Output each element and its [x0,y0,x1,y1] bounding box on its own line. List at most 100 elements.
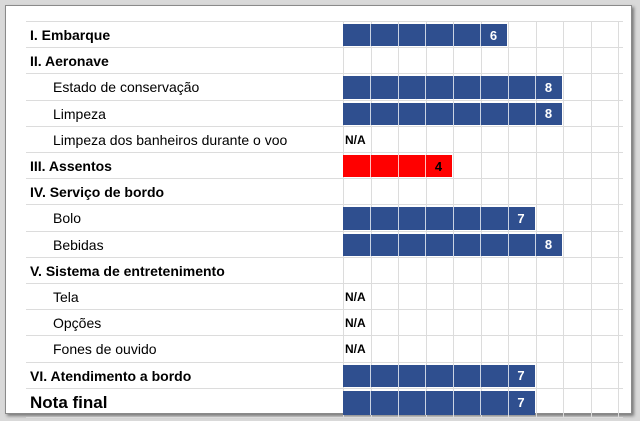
score-value: 6 [489,27,498,43]
bar-segment-divider [452,364,454,387]
not-applicable-text: N/A [345,290,366,305]
item-label: Limpeza [53,105,106,122]
grid-line [618,362,619,389]
grid-line [590,205,592,232]
grid-line [398,257,399,284]
rating-row: II. Aeronave [26,47,623,75]
grid-line [480,153,482,180]
grid-line [480,310,482,337]
grid-line [618,205,619,232]
bar-segment-divider [480,76,481,99]
bar-segment-divider [507,102,509,125]
bar-segment-divider [425,390,426,415]
section-label: VI. Atendimento a bordo [30,367,192,384]
grid-line [563,153,564,180]
grid-line [453,310,454,337]
bar-segment-divider [480,390,481,415]
grid-line [618,336,619,363]
grid-line [535,362,537,389]
grid-line [563,231,564,258]
grid-line [563,336,564,363]
score-bar: 8 [343,233,562,256]
grid-line [590,74,592,101]
score-bar: 7 [343,207,535,230]
grid-line [590,48,592,75]
grid-line [508,153,509,180]
score-bar: 8 [343,102,562,125]
grid-line [480,48,482,75]
grid-line [343,179,344,206]
bar-segment-divider [370,364,371,387]
grid-line [480,336,482,363]
grid-line [563,100,564,127]
item-label: Bolo [53,210,82,227]
grid-line [480,179,482,206]
bar-segment-divider [480,24,481,47]
score-bar: 6 [343,24,507,47]
grid-line [563,126,564,153]
grid-line [370,336,372,363]
score-bar: 7 [343,364,535,387]
grid-line [535,179,537,206]
grid-line [618,257,619,284]
grid-line [370,179,372,206]
bar-segment-divider [480,102,481,125]
grid-line [535,388,537,417]
grid-line [563,310,564,337]
bar-segment-divider [370,24,371,47]
grid-line [480,284,482,311]
grid-line [508,257,509,284]
bar-segment-divider [370,390,371,415]
bar-segment-divider [507,233,509,256]
grid-line [563,179,564,206]
grid-line [535,284,537,311]
grid-line [618,153,619,180]
grid-line [563,284,564,311]
grid-line [453,257,454,284]
section-label: III. Assentos [30,158,112,175]
grid-line [618,126,619,153]
score-value: 8 [544,237,553,253]
grid-line [343,48,344,75]
grid-line [535,310,537,337]
grid-line [563,22,564,49]
rating-row: Bebidas 8 [26,230,623,258]
bar-segment-divider [507,364,509,387]
grid-line [453,126,454,153]
bar-segment-divider [397,364,399,387]
grid-line [480,257,482,284]
grid-line [563,388,564,417]
bar-segment-divider [452,390,454,415]
grid-line [453,48,454,75]
grid-line [425,48,427,75]
bar-segment-divider [452,207,454,230]
grid-line [590,179,592,206]
grid-line [425,257,427,284]
grid-line [453,336,454,363]
grid-line [370,257,372,284]
grid-line [590,126,592,153]
score-value: 7 [517,210,525,226]
section-label: V. Sistema de entretenimento [30,262,225,279]
grid-line [618,100,619,127]
bar-segment-divider [425,76,426,99]
item-label: Fones de ouvido [53,341,157,358]
grid-line [618,284,619,311]
grid-line [370,310,372,337]
rating-row: Bolo 7 [26,204,623,232]
grid-line [618,48,619,75]
final-label: Nota final [30,392,108,412]
grid-line [535,257,537,284]
rating-sheet: I. Embarque 6 II. Aeronave Estado de conser… [5,5,632,418]
grid-line [453,153,454,180]
grid-line [563,362,564,389]
grid-line [370,48,372,75]
grid-line [563,48,564,75]
grid-line [590,284,592,311]
grid-line [590,362,592,389]
grid-line [590,336,592,363]
bar-segment-divider [452,24,454,47]
bar-segment-divider [425,155,426,178]
grid-line [398,48,399,75]
grid-line [590,388,592,417]
